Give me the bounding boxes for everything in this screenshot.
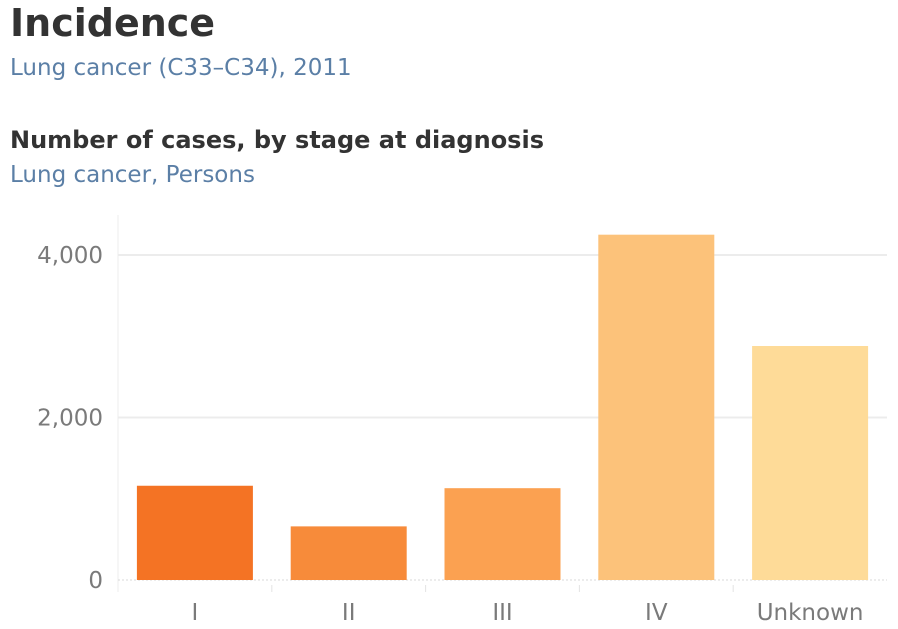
y-tick-label: 0 [88,568,103,594]
bar-iii[interactable] [444,488,561,580]
x-tick-label: I [192,600,199,626]
bar-ii[interactable] [290,526,407,580]
x-tick-label: II [342,600,356,626]
bar-i[interactable] [136,485,253,580]
y-tick-label: 4,000 [37,243,103,269]
x-tick-label: Unknown [757,600,864,626]
x-axis-ticks: I II III IV Unknown [192,585,864,626]
bar-unknown[interactable] [752,346,869,580]
y-axis-ticks: 0 2,000 4,000 [37,243,103,594]
bar-iv[interactable] [598,234,715,580]
x-tick-label: III [492,600,512,626]
chart-subtitle: Lung cancer, Persons [10,162,255,188]
page-title: Incidence [10,1,216,45]
y-tick-label: 2,000 [37,406,103,432]
bars [136,234,869,580]
x-tick-label: IV [645,600,668,626]
page-subtitle: Lung cancer (C33–C34), 2011 [10,55,352,81]
chart-title: Number of cases, by stage at diagnosis [10,126,544,154]
